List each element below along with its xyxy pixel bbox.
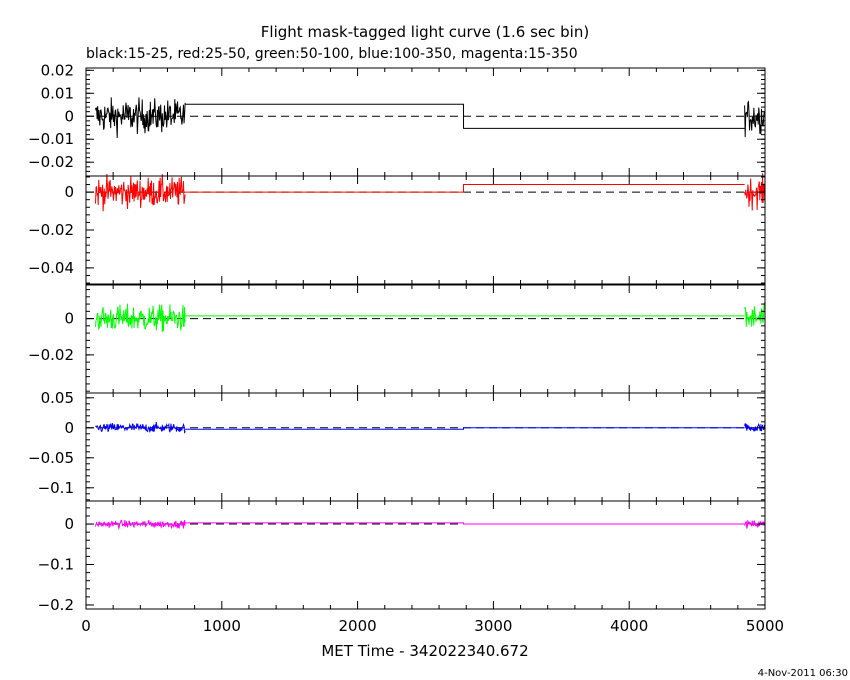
x-axis: 0 1000 2000 3000 4000 5000 (81, 617, 784, 635)
x-tick-label: 4000 (610, 617, 648, 635)
y-tick-label: −0.2 (38, 596, 74, 614)
y-tick-label: 0 (64, 183, 74, 201)
y-tick-label: 0 (64, 310, 74, 328)
chart-subtitle: black:15-25, red:25-50, green:50-100, bl… (86, 46, 578, 62)
panel-2: 0 −0.02 (28, 284, 766, 394)
y-tick-label: 0.05 (41, 389, 74, 407)
data-series-1-segment-0 (95, 174, 186, 212)
x-tick-label: 0 (81, 617, 91, 635)
panels: 0.02 0.01 0 −0.01 −0.02 0 −0.02 −0.04 0 −0.02 0.05… (28, 61, 766, 614)
y-tick-label: −0.02 (28, 346, 74, 364)
panel-frame (85, 67, 766, 177)
chart-title: Flight mask-tagged light curve (1.6 sec … (261, 23, 589, 41)
data-series-4-segment-0 (95, 519, 186, 531)
y-tick-label: −0.1 (38, 479, 74, 497)
y-tick-label: −0.02 (28, 221, 74, 239)
data-series-0-segment-1 (744, 100, 766, 138)
x-axis-label: MET Time - 342022340.672 (321, 642, 528, 660)
x-tick-label: 5000 (746, 617, 784, 635)
data-series-0-segment-0 (95, 97, 186, 139)
y-tick-label: −0.04 (28, 259, 74, 277)
gap-step-line-3 (185, 427, 745, 430)
x-tick-label: 1000 (203, 617, 241, 635)
data-series-3-segment-0 (95, 421, 186, 434)
x-tick-label: 3000 (474, 617, 512, 635)
panel-4: 0 −0.1 −0.2 (38, 500, 766, 614)
data-series-1-segment-1 (744, 173, 766, 211)
panel-1: 0 −0.02 −0.04 (28, 173, 766, 285)
y-tick-label: 0 (64, 107, 74, 125)
y-tick-label: −0.05 (28, 449, 74, 467)
y-tick-label: 0 (64, 515, 74, 533)
timestamp: 4-Nov-2011 06:30 (758, 668, 848, 679)
gap-step-line-0 (185, 103, 745, 129)
data-series-2-segment-0 (95, 303, 186, 332)
gap-step-line-4 (185, 522, 745, 525)
panel-3: 0.05 0 −0.05 −0.1 (28, 389, 766, 502)
panel-frame (85, 392, 766, 502)
y-tick-label: −0.01 (28, 130, 74, 148)
data-series-2-segment-1 (744, 302, 766, 328)
x-tick-label: 2000 (339, 617, 377, 635)
y-tick-label: 0.01 (41, 84, 74, 102)
panel-frame (85, 284, 766, 394)
panel-frame (85, 500, 766, 610)
data-series-3-segment-1 (744, 423, 766, 432)
y-tick-label: −0.02 (28, 153, 74, 171)
gap-step-line-1 (185, 184, 745, 193)
y-tick-label: 0 (64, 419, 74, 437)
y-tick-label: 0.02 (41, 61, 74, 79)
y-tick-label: −0.1 (38, 556, 74, 574)
panel-0: 0.02 0.01 0 −0.01 −0.02 (28, 61, 766, 177)
